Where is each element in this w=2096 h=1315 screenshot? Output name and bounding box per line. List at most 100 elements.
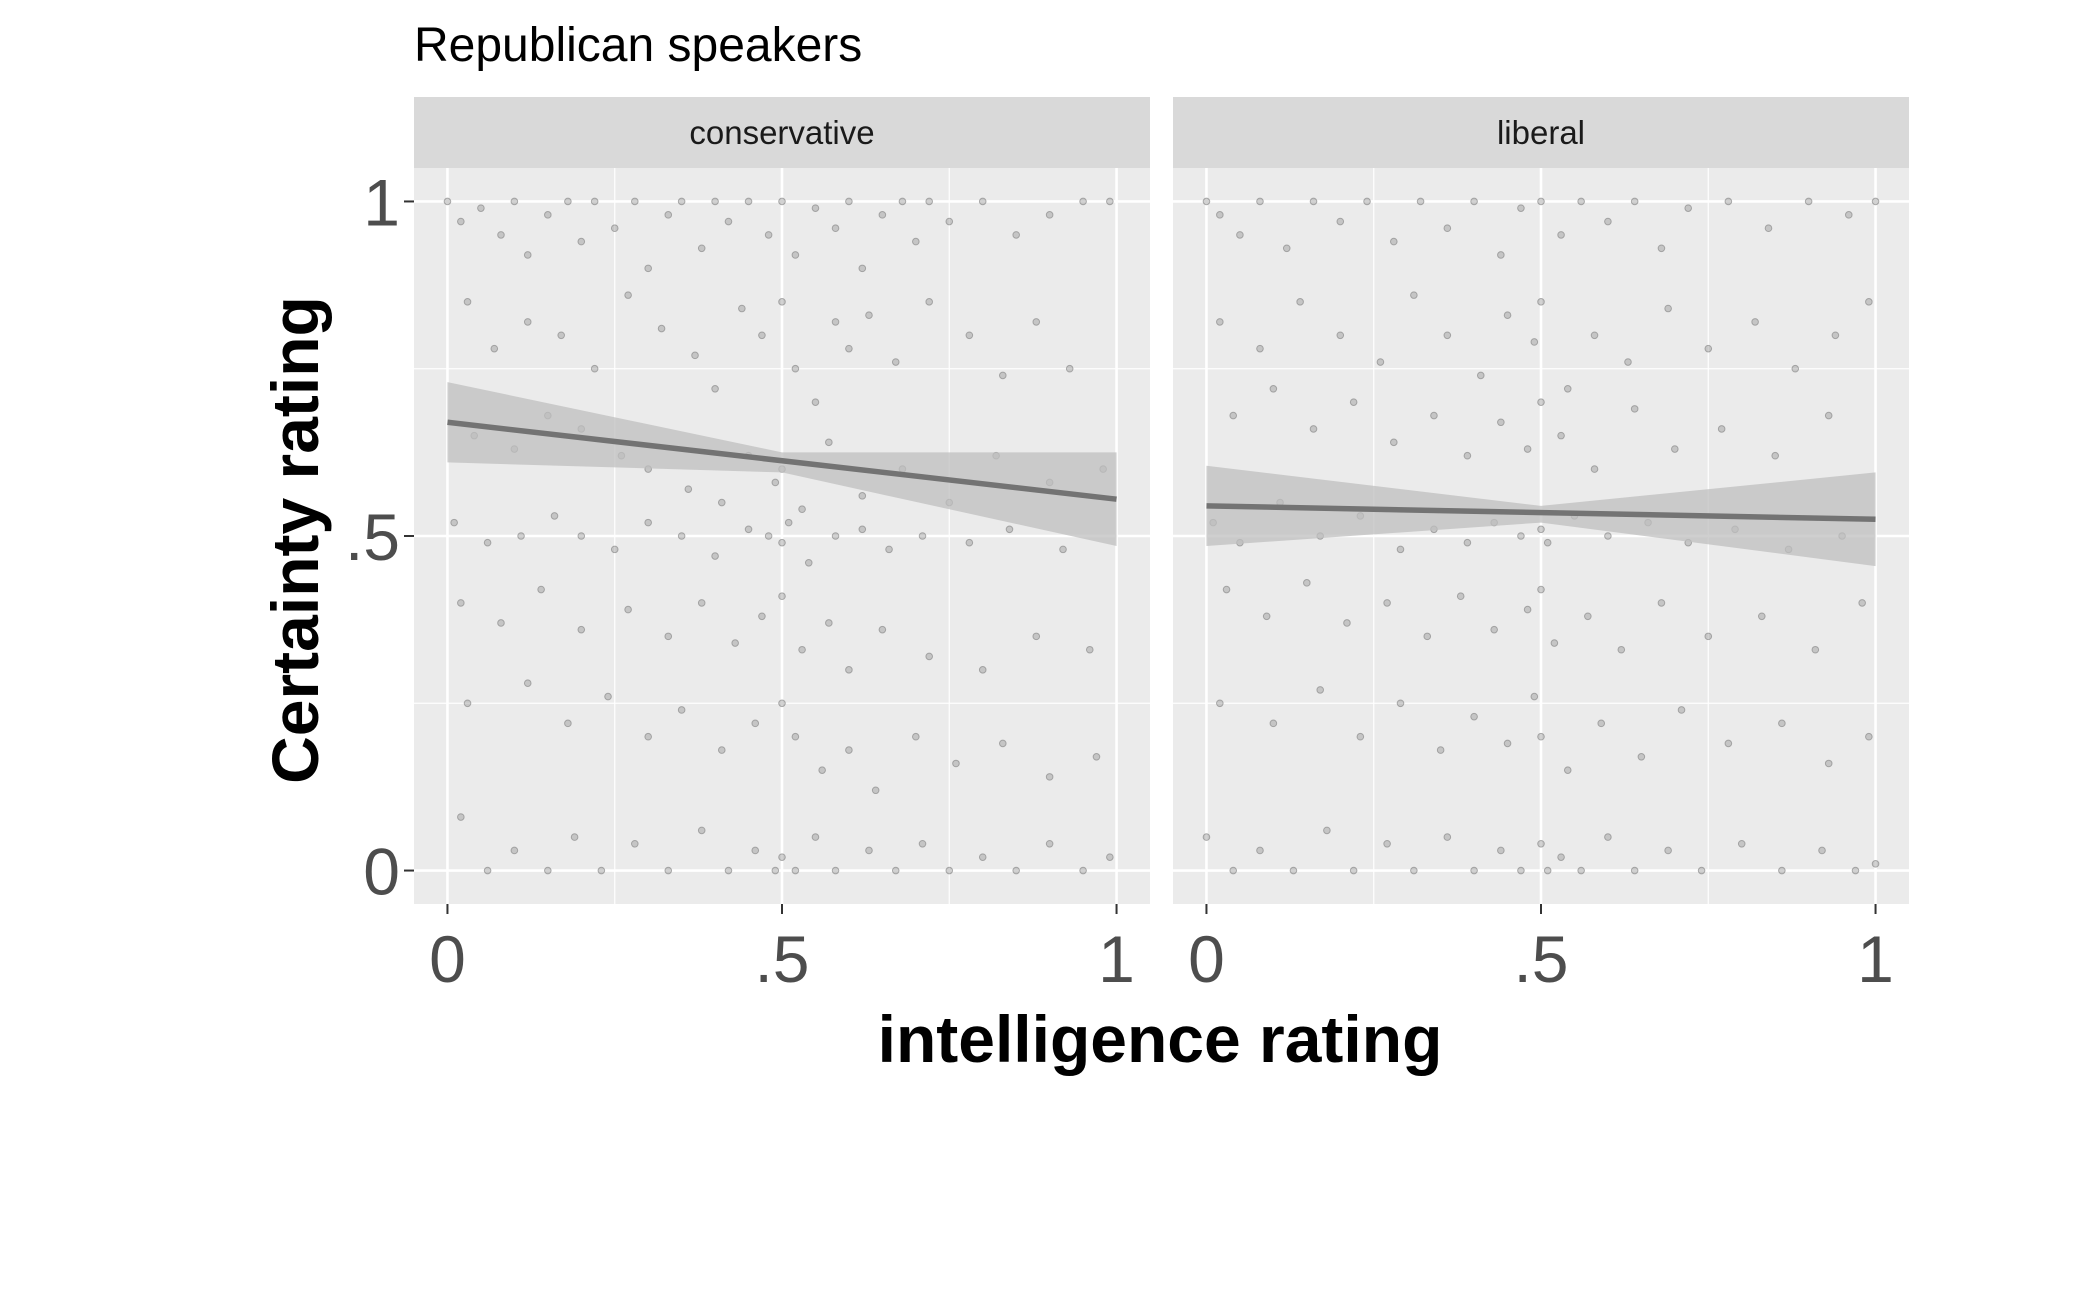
data-point: [1543, 866, 1552, 875]
data-point: [1316, 686, 1324, 694]
data-point: [778, 298, 786, 306]
data-point: [1216, 699, 1224, 708]
data-point: [1630, 197, 1639, 206]
data-point: [751, 846, 760, 855]
data-point: [1778, 719, 1786, 728]
data-point: [1396, 545, 1405, 554]
data-point: [697, 599, 706, 607]
data-point: [624, 291, 632, 299]
data-point: [577, 532, 586, 540]
data-point: [1216, 318, 1224, 326]
data-point: [1383, 839, 1391, 848]
x-tick-label: 0: [429, 922, 466, 996]
data-point: [457, 217, 465, 226]
data-point: [1517, 866, 1525, 875]
data-point: [457, 813, 465, 821]
data-point: [1336, 331, 1345, 340]
regression-line: [1206, 503, 1876, 523]
data-point: [1804, 197, 1813, 206]
data-point: [1791, 364, 1800, 373]
data-point: [1436, 746, 1445, 754]
data-point: [771, 478, 780, 487]
data-point: [1079, 866, 1087, 875]
data-point: [1630, 866, 1639, 875]
data-point: [791, 732, 800, 741]
data-point: [999, 371, 1007, 380]
data-point: [1818, 846, 1826, 855]
data-point: [1831, 331, 1840, 340]
data-point: [952, 759, 960, 768]
data-point: [845, 197, 853, 206]
data-point: [945, 866, 954, 875]
data-point: [570, 833, 579, 841]
data-point: [1844, 211, 1853, 219]
data-point: [831, 318, 840, 326]
data-point: [644, 518, 652, 527]
data-point: [1758, 612, 1766, 621]
y-tick-label: 0: [363, 835, 400, 909]
data-point: [845, 344, 853, 353]
data-point: [1604, 833, 1612, 841]
data-point: [831, 532, 840, 540]
x-axis-title: intelligence rating: [878, 1002, 1443, 1076]
data-point: [731, 639, 739, 647]
data-point: [1443, 331, 1452, 340]
data-point: [664, 211, 673, 219]
data-point: [1517, 204, 1525, 212]
data-point: [858, 264, 867, 273]
data-point: [1537, 525, 1545, 534]
data-point: [644, 264, 652, 273]
data-point: [1550, 639, 1559, 647]
data-point: [1032, 318, 1041, 326]
data-point: [1497, 846, 1505, 855]
data-point: [1229, 866, 1238, 875]
data-point: [1604, 532, 1612, 540]
data-point: [564, 197, 572, 206]
facet-strip-background: [1173, 97, 1909, 168]
data-point: [1871, 860, 1880, 868]
data-point: [1256, 344, 1264, 353]
data-point: [1349, 866, 1358, 875]
data-point: [865, 311, 873, 320]
data-point: [1497, 251, 1505, 259]
data-point: [657, 324, 666, 333]
data-point: [825, 438, 833, 447]
data-point: [1045, 211, 1054, 219]
data-point: [925, 197, 934, 206]
data-point: [1423, 632, 1432, 641]
data-point: [1222, 585, 1231, 594]
data-point: [825, 619, 833, 627]
data-point: [684, 485, 693, 493]
facet-panel-conservative: conservative 0 .5 1: [414, 97, 1150, 996]
data-point: [490, 344, 499, 353]
data-point: [1045, 839, 1054, 848]
regression-line: [447, 419, 1117, 502]
data-points: [443, 197, 1114, 875]
data-point: [811, 398, 820, 406]
data-point: [798, 645, 806, 654]
data-point: [1537, 732, 1545, 741]
data-points: [1202, 197, 1880, 875]
data-point: [1490, 625, 1498, 634]
data-point: [831, 224, 840, 233]
data-point: [1065, 364, 1074, 373]
data-point: [871, 786, 880, 795]
data-point: [1202, 833, 1211, 841]
data-point: [1303, 579, 1311, 587]
data-point: [1256, 846, 1264, 855]
data-point: [1557, 231, 1565, 239]
data-point: [1584, 612, 1592, 621]
data-point: [1470, 866, 1478, 875]
data-point: [564, 719, 572, 728]
data-point: [1530, 338, 1539, 346]
data-point: [1724, 739, 1733, 748]
data-point: [717, 746, 726, 754]
data-point: [1657, 599, 1666, 607]
x-tick-label: 0: [1188, 922, 1225, 996]
data-point: [758, 612, 766, 621]
data-point: [965, 538, 974, 547]
data-point: [724, 217, 733, 226]
x-tick-label: .5: [1513, 922, 1568, 996]
data-point: [597, 866, 606, 875]
data-point: [1537, 298, 1545, 306]
